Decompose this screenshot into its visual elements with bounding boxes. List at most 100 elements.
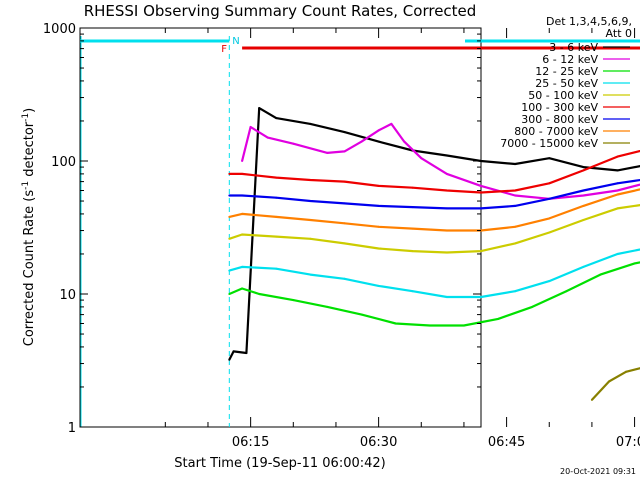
series-point xyxy=(420,157,423,160)
series-point xyxy=(228,215,231,218)
series-point xyxy=(608,380,610,383)
series-point xyxy=(480,207,482,210)
series-point xyxy=(343,277,346,280)
series-point xyxy=(582,219,585,221)
series-point xyxy=(531,305,534,308)
series-group xyxy=(228,261,640,327)
series-point xyxy=(411,206,414,209)
series-point xyxy=(582,169,585,172)
series-group xyxy=(228,106,640,361)
y-tick-label: 1 xyxy=(68,421,76,436)
legend-entry-label: 6 - 12 keV xyxy=(542,53,598,66)
series-point xyxy=(590,398,593,401)
series-point xyxy=(228,358,231,361)
series-point xyxy=(514,225,517,228)
series-point xyxy=(343,242,346,245)
series-point xyxy=(309,179,312,181)
series-point xyxy=(445,189,448,192)
legend-entry-label: 100 - 300 keV xyxy=(521,101,598,114)
series-point xyxy=(445,296,448,298)
y-tick-label: 1000 xyxy=(43,22,76,37)
series-point xyxy=(343,180,346,183)
x-tick-label: 06:30 xyxy=(360,435,397,450)
series-point xyxy=(258,107,261,110)
series-point xyxy=(565,290,568,293)
series-point xyxy=(582,265,585,268)
series-point xyxy=(582,166,585,169)
flag-f-label: F xyxy=(221,44,227,55)
series-point xyxy=(625,370,627,373)
series-line xyxy=(229,178,640,210)
series-point xyxy=(514,242,517,245)
series-point xyxy=(275,267,278,270)
series-point xyxy=(275,196,278,199)
y-axis: 1 10 100 1000 xyxy=(43,22,481,436)
series-point xyxy=(241,172,244,175)
x-tick-label: 06:45 xyxy=(488,435,525,450)
series-point xyxy=(275,176,278,179)
series-point xyxy=(480,296,482,298)
series-point xyxy=(514,290,517,293)
series-point xyxy=(633,262,636,265)
series-point xyxy=(228,293,231,295)
series-point xyxy=(309,122,312,125)
series-point xyxy=(309,273,312,276)
series-point xyxy=(616,182,619,185)
series-point xyxy=(497,317,500,320)
legend-entry-label: 800 - 7000 keV xyxy=(514,125,598,138)
series-point xyxy=(548,231,551,234)
series-group xyxy=(590,367,640,401)
series-point xyxy=(228,269,231,272)
series-point xyxy=(616,155,619,158)
series-point xyxy=(249,126,252,128)
x-tick-label: 06:15 xyxy=(232,435,269,450)
series-point xyxy=(241,233,244,236)
series-point xyxy=(360,140,363,143)
series-point xyxy=(445,207,448,210)
series-point xyxy=(428,324,431,327)
series-point xyxy=(377,184,380,187)
y-tick-label: 10 xyxy=(59,288,76,303)
series-point xyxy=(275,235,278,238)
legend-entry-label: 7000 - 15000 keV xyxy=(500,137,598,150)
series-point xyxy=(241,212,244,215)
series-point xyxy=(377,129,380,132)
series-line xyxy=(228,106,640,361)
series-point xyxy=(245,352,248,354)
series-point xyxy=(266,136,269,139)
series-point xyxy=(548,157,551,160)
series-point xyxy=(514,163,517,165)
series-point xyxy=(548,280,551,283)
y-label-sup-2: -1 xyxy=(21,113,31,122)
legend-header-line-1: Det 1,3,4,5,6,9, xyxy=(546,15,632,28)
legend-entry-label: 25 - 50 keV xyxy=(535,77,598,90)
series-point xyxy=(480,250,482,253)
y-label-part-2: detector xyxy=(22,121,37,181)
series-point xyxy=(292,299,295,302)
series-point xyxy=(326,151,329,154)
y-label-sup-1: -1 xyxy=(21,181,31,190)
series-point xyxy=(390,122,393,125)
series-point xyxy=(377,204,380,207)
series-point xyxy=(232,350,235,353)
series-line xyxy=(591,367,640,401)
series-point xyxy=(582,194,585,197)
series-point xyxy=(480,191,482,194)
series-point xyxy=(411,227,414,230)
series-point xyxy=(377,284,380,287)
series-point xyxy=(411,290,414,293)
series-point xyxy=(258,293,261,295)
legend-entry-label: 300 - 800 keV xyxy=(521,113,598,126)
flag-n-label: N xyxy=(232,36,239,47)
x-tick-label: 07:00 xyxy=(616,435,640,450)
series-point xyxy=(616,189,619,192)
series-point xyxy=(241,194,244,197)
legend-entry-label: 50 - 100 keV xyxy=(528,89,598,102)
series-point xyxy=(582,189,585,192)
series-point xyxy=(343,202,346,205)
series-point xyxy=(394,322,397,325)
series-point xyxy=(403,140,406,143)
series-point xyxy=(445,172,448,175)
